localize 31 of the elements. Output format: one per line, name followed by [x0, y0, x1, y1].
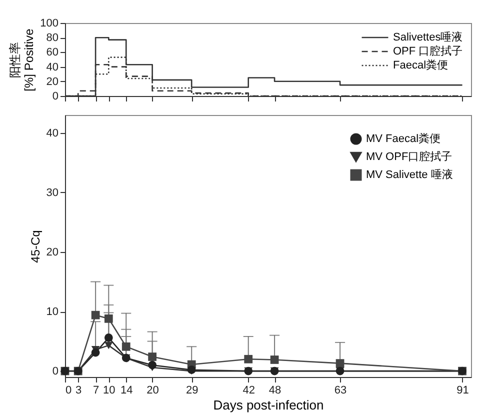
- legend-label: MV OPF口腔拭子: [366, 150, 452, 163]
- x-tick-label: 20: [146, 384, 159, 396]
- legend-label: Faecal粪便: [393, 58, 448, 72]
- x-tick-label: 63: [334, 384, 347, 396]
- y-tick-label: 0: [52, 366, 58, 378]
- x-tick-label: 7: [92, 384, 100, 396]
- y-tick-label: 40: [46, 127, 58, 140]
- x-tick-label: 91: [456, 384, 469, 396]
- x-tick-label: 29: [186, 384, 198, 396]
- y-axis-title: 45-Cq: [28, 230, 42, 263]
- y-tick-label: 30: [46, 186, 58, 199]
- y-axis-title: 阳性率 [%] Positive: [8, 28, 36, 92]
- legend-label: OPF 口腔拭子: [393, 44, 463, 58]
- x-axis-title: Days post-infection: [213, 398, 324, 412]
- legend-label: Salivettes唾液: [393, 30, 463, 44]
- y-tick-label: 0: [52, 90, 58, 102]
- y-tick-label: 10: [46, 306, 58, 318]
- x-tick-label: 3: [76, 384, 82, 396]
- legend-label: MV Faecal粪便: [366, 132, 441, 145]
- y-tick-label: 20: [46, 76, 58, 88]
- x-tick-label: 42: [242, 384, 255, 396]
- x-tick-label: 48: [268, 384, 282, 396]
- x-tick-label: 14: [120, 384, 133, 396]
- y-tick-label: 100: [40, 18, 58, 30]
- y-tick-label: 80: [46, 32, 58, 44]
- legend-label: MV Salivette 唾液: [366, 168, 453, 181]
- y-tick-label: 60: [46, 46, 58, 59]
- y-tick-label: 40: [46, 61, 58, 74]
- x-tick-label: 10: [103, 384, 116, 396]
- y-tick-label: 20: [46, 246, 58, 258]
- x-tick-label: 0: [66, 384, 72, 396]
